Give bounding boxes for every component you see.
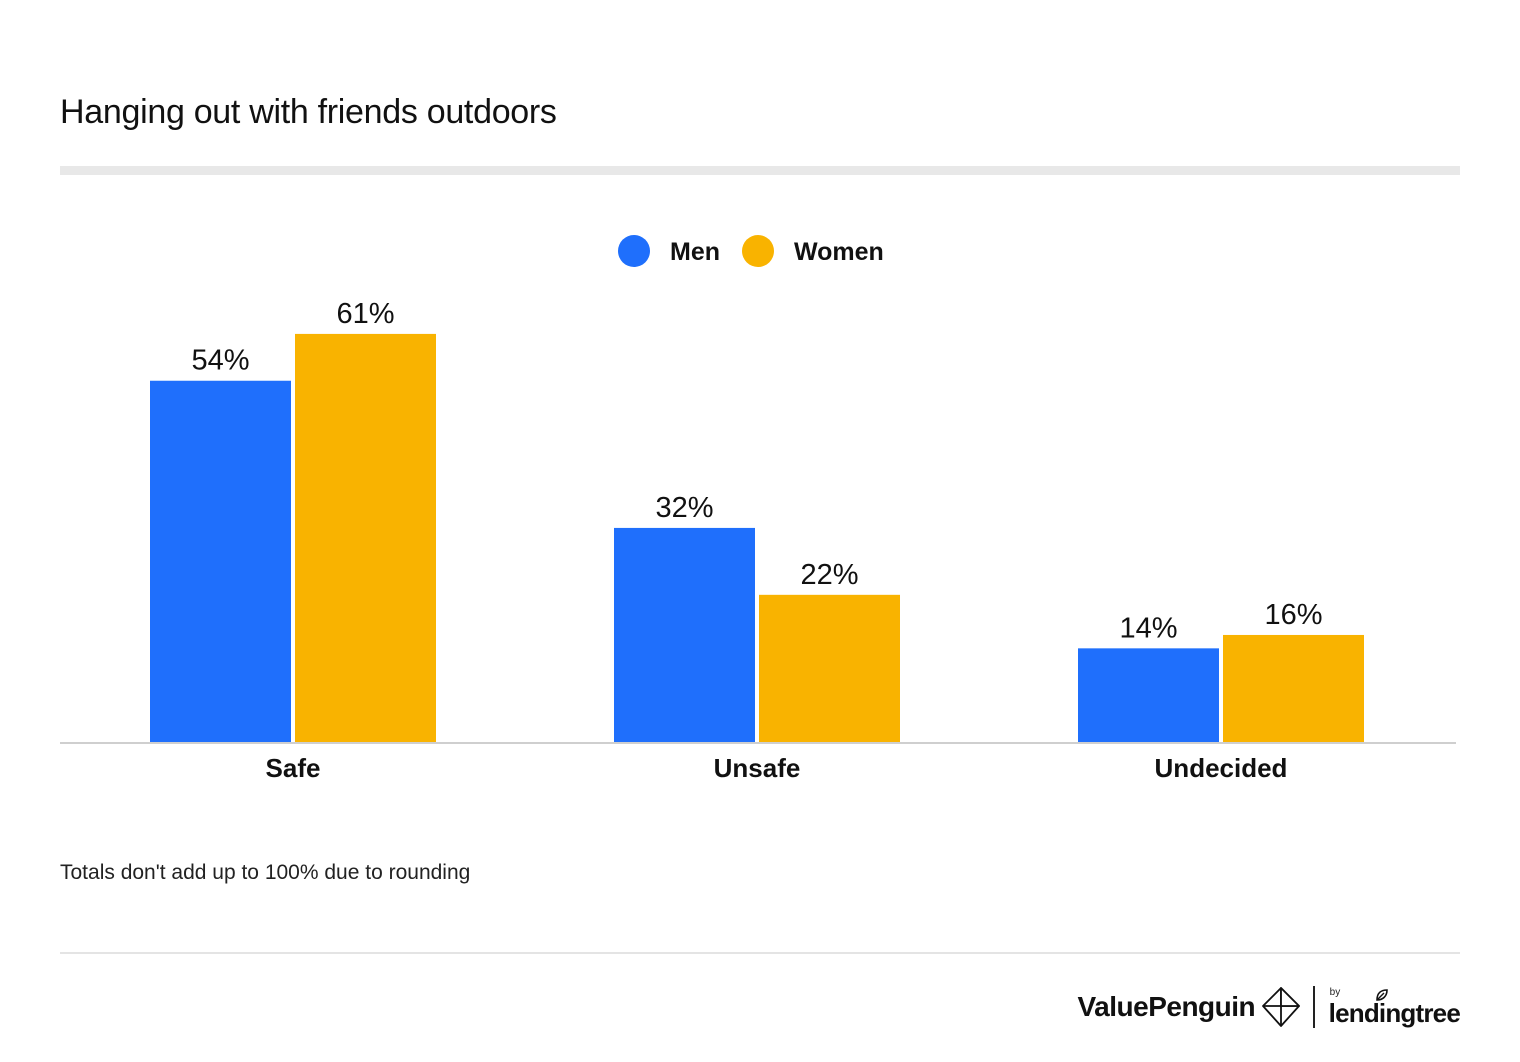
bar-unsafe-men	[614, 527, 755, 742]
category-label-unsafe: Unsafe	[714, 753, 801, 783]
chart-title: Hanging out with friends outdoors	[60, 93, 557, 131]
category-label-safe: Safe	[266, 753, 321, 783]
valuepenguin-wordmark: ValuePenguin	[1077, 991, 1256, 1022]
bar-safe-men	[150, 380, 291, 742]
data-label-undecided-women: 16%	[1264, 599, 1322, 631]
lendingtree-logo: by lendingtree	[1328, 987, 1461, 1028]
valuepenguin-icon	[1262, 987, 1301, 1027]
category-label-undecided: Undecided	[1155, 753, 1288, 783]
leaf-icon	[1375, 989, 1388, 1001]
bar-chart: Men Women 54% 61% Safe 32% 22% Unsafe 14% 16% Unde…	[60, 235, 1456, 783]
footnote: Totals don't add up to 100% due to round…	[60, 861, 471, 884]
title-divider	[60, 166, 1460, 175]
footer-divider	[60, 952, 1460, 954]
brand-divider	[1313, 986, 1315, 1028]
data-label-safe-women: 61%	[336, 298, 394, 330]
bar-undecided-men	[1078, 648, 1219, 742]
legend-label-men: Men	[670, 238, 720, 266]
bar-safe-women	[295, 333, 436, 742]
by-label: by	[1329, 987, 1341, 998]
bar-undecided-women	[1223, 634, 1364, 742]
data-label-undecided-men: 14%	[1119, 612, 1177, 644]
data-label-unsafe-men: 32%	[655, 492, 713, 524]
brand-logo: ValuePenguin by lendingtree	[1077, 982, 1461, 1032]
lendingtree-wordmark: lendingtree	[1328, 998, 1461, 1028]
data-label-unsafe-women: 22%	[800, 559, 858, 591]
legend-swatch-women	[742, 235, 774, 267]
data-label-safe-men: 54%	[191, 345, 249, 377]
bar-unsafe-women	[759, 594, 900, 742]
legend-swatch-men	[618, 235, 650, 267]
legend-label-women: Women	[794, 238, 884, 266]
